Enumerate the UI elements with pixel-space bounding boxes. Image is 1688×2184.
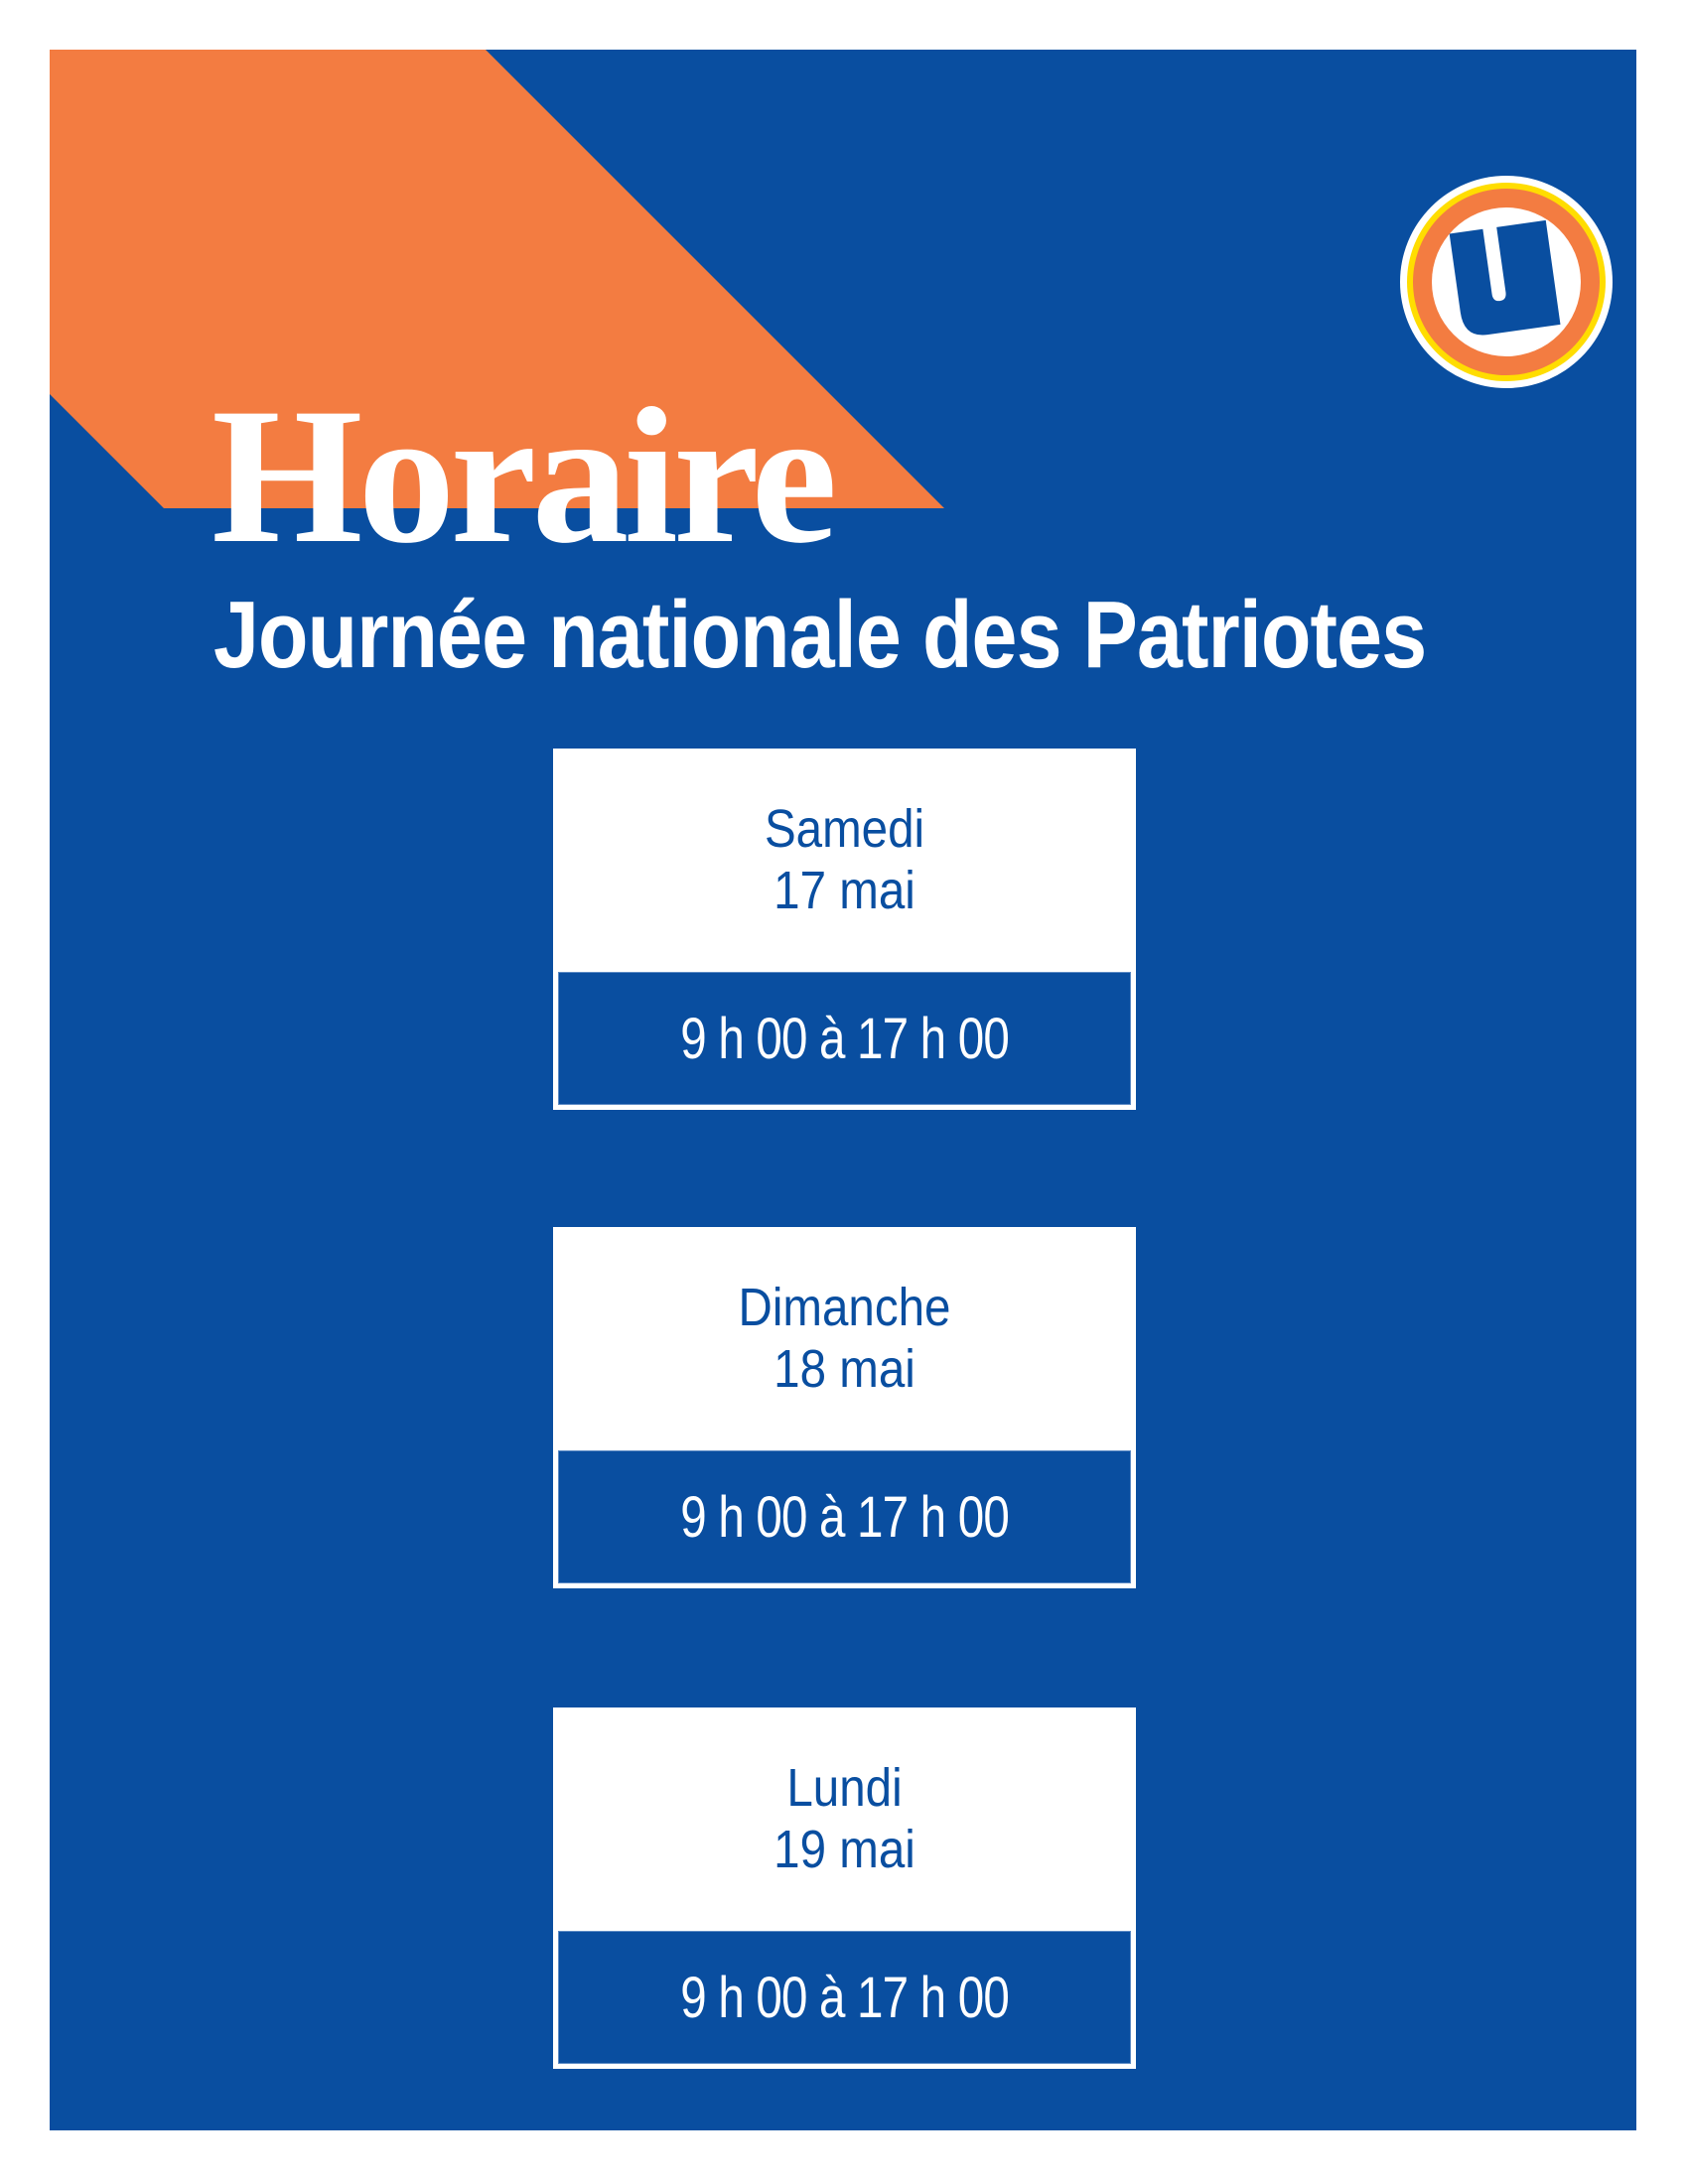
hours-text: 9 h 00 à 17 h 00	[680, 1965, 1009, 2030]
day-date: 18 mai	[774, 1339, 915, 1399]
card-day-block: Samedi 17 mai	[588, 798, 1101, 921]
hours-box: 9 h 00 à 17 h 00	[558, 1931, 1131, 2064]
schedule-card: Dimanche 18 mai 9 h 00 à 17 h 00	[553, 1227, 1136, 1588]
u-logo-icon	[1400, 176, 1613, 388]
poster-title: Horaire	[211, 368, 837, 584]
day-name: Samedi	[764, 799, 925, 859]
hours-box: 9 h 00 à 17 h 00	[558, 972, 1131, 1105]
hours-text: 9 h 00 à 17 h 00	[680, 1484, 1009, 1550]
orange-diagonal-band	[50, 50, 944, 508]
day-name: Lundi	[786, 1758, 903, 1818]
hours-text: 9 h 00 à 17 h 00	[680, 1006, 1009, 1071]
day-date: 19 mai	[774, 1820, 915, 1879]
day-name: Dimanche	[738, 1278, 951, 1337]
schedule-card: Samedi 17 mai 9 h 00 à 17 h 00	[553, 749, 1136, 1110]
schedule-card: Lundi 19 mai 9 h 00 à 17 h 00	[553, 1707, 1136, 2069]
card-day-block: Dimanche 18 mai	[588, 1277, 1101, 1400]
poster-subtitle: Journée nationale des Patriotes	[213, 582, 1427, 688]
day-date: 17 mai	[774, 861, 915, 920]
hours-box: 9 h 00 à 17 h 00	[558, 1450, 1131, 1583]
card-day-block: Lundi 19 mai	[588, 1757, 1101, 1880]
